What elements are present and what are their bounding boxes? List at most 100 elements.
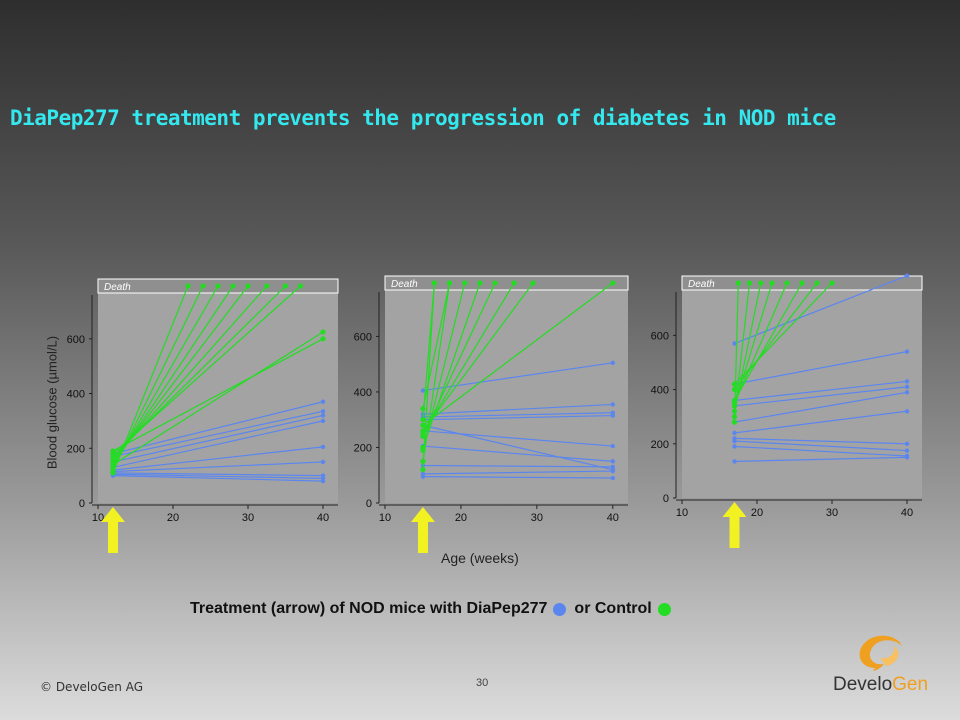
diapep-end-point	[320, 399, 326, 404]
y-tick-label: 600	[651, 330, 669, 342]
y-tick-label: 400	[651, 385, 669, 397]
diapep-start-point	[420, 388, 426, 393]
x-tick-label: 20	[751, 507, 763, 519]
diapep-series-line	[422, 424, 613, 471]
x-tick-label: 30	[531, 512, 543, 524]
control-series-line	[734, 282, 818, 390]
control-start-point	[110, 462, 116, 468]
diapep-end-point	[610, 459, 616, 464]
diapep-end-point	[904, 441, 910, 446]
control-series-line	[112, 331, 324, 466]
control-series-line	[422, 282, 481, 448]
diapep-end-point	[904, 453, 910, 459]
diapep-end-point	[904, 273, 910, 278]
y-tick-label: 400	[354, 387, 372, 399]
diapep-series-line	[734, 456, 908, 463]
control-series-line	[112, 285, 249, 463]
y-tick-label: 0	[79, 498, 85, 510]
x-tick-label: 40	[317, 512, 329, 524]
diapep-series-line	[112, 475, 324, 482]
x-tick-label: 40	[901, 507, 913, 519]
diapep-end-point	[610, 475, 616, 481]
death-band-2	[384, 275, 629, 291]
caption-text-control: or Control	[574, 600, 652, 617]
diapep-end-point	[904, 384, 910, 390]
control-series-line	[422, 282, 435, 470]
diapep-series-line	[112, 461, 324, 473]
y-tick-label: 200	[354, 442, 372, 454]
control-series-line	[422, 282, 534, 432]
control-end-point	[735, 280, 741, 286]
diapep-series-line	[734, 410, 908, 434]
y-tick-label: 600	[354, 331, 372, 343]
treatment-arrow-icon	[101, 507, 125, 553]
control-end-point	[200, 283, 206, 289]
logo-text-develo: Develo	[833, 674, 893, 695]
diapep-start-point	[420, 471, 426, 477]
x-tick-label: 40	[607, 512, 619, 524]
diapep-start-point	[732, 341, 737, 346]
control-series-line	[112, 338, 324, 452]
control-end-point	[758, 280, 764, 286]
control-end-point	[446, 280, 453, 286]
control-legend-dot-icon	[657, 602, 671, 616]
control-series-line	[734, 282, 833, 385]
diapep-series-line	[112, 414, 324, 463]
diapep-series-line	[422, 470, 613, 475]
control-start-point	[420, 422, 426, 428]
diapep-series-line	[422, 414, 613, 421]
control-end-point	[814, 280, 820, 286]
control-series-line	[733, 282, 751, 417]
death-label: Death	[104, 282, 131, 293]
diapep-end-point	[320, 409, 326, 414]
diapep-end-point	[320, 444, 326, 450]
control-end-point	[320, 336, 326, 342]
diapep-series-line	[422, 403, 613, 415]
diapep-series-line	[734, 380, 908, 402]
control-start-point	[420, 406, 426, 412]
control-series-line	[733, 282, 773, 407]
x-axis-label: Age (weeks)	[441, 550, 519, 566]
x-tick-label: 10	[92, 512, 104, 524]
diapep-series-line	[112, 446, 324, 471]
diapep-end-point	[610, 360, 616, 365]
diapep-series-line	[422, 430, 613, 447]
treatment-arrow-icon	[410, 507, 435, 553]
control-end-point	[829, 280, 835, 286]
treatment-arrow-icon	[722, 502, 747, 548]
x-tick-label: 20	[455, 512, 467, 524]
control-start-point	[731, 414, 738, 420]
diapep-series-line	[734, 275, 908, 345]
logo-text: DeveloGen	[833, 674, 928, 696]
control-start-point	[110, 448, 116, 454]
diapep-series-line	[422, 476, 613, 479]
caption-text-diapep: Treatment (arrow) of NOD mice with DiaPe…	[190, 600, 548, 617]
control-end-point	[215, 283, 221, 289]
control-end-point	[530, 280, 536, 286]
control-end-point	[769, 280, 775, 286]
x-tick-label: 30	[242, 512, 254, 524]
diapep-end-point	[320, 418, 326, 424]
y-tick-label: 0	[366, 498, 372, 510]
diapep-end-point	[320, 413, 326, 418]
y-tick-label: 600	[67, 334, 85, 346]
diapep-end-point	[904, 379, 910, 384]
diapep-end-point	[904, 390, 910, 395]
diapep-series-line	[112, 473, 324, 479]
control-series-line	[422, 282, 614, 426]
diapep-end-point	[904, 349, 910, 354]
diapep-series-line	[734, 440, 908, 452]
control-end-point	[799, 280, 805, 286]
x-tick-label: 10	[379, 512, 391, 524]
control-series-line	[733, 282, 788, 404]
diapep-series-line	[734, 386, 908, 407]
diapep-start-point	[732, 436, 737, 441]
control-start-point	[420, 417, 426, 423]
control-end-point	[320, 329, 326, 335]
control-start-point	[731, 386, 738, 393]
control-start-point	[420, 467, 426, 473]
control-series-line	[422, 282, 496, 437]
control-series-line	[422, 282, 451, 409]
y-axis-label: Blood glucose (µmol/L)	[44, 335, 60, 470]
control-start-point	[420, 444, 426, 451]
